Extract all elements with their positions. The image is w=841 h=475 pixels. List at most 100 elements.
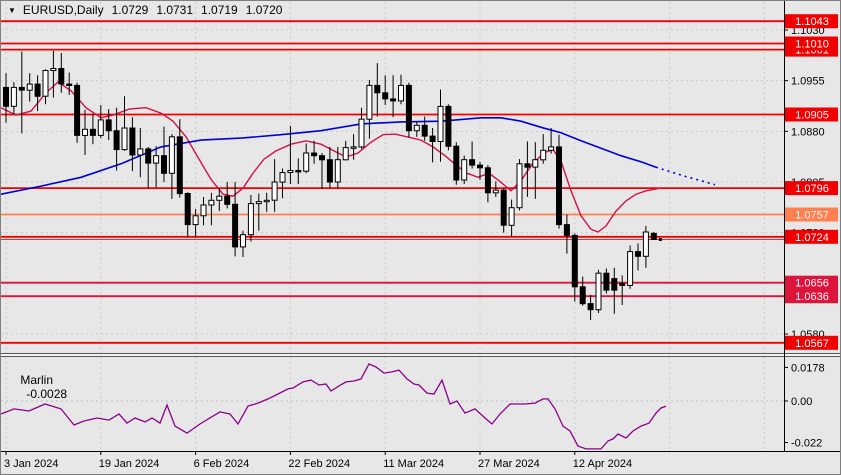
price-scale[interactable]: 1.10301.09551.08801.08051.07301.06551.05… <box>784 14 838 450</box>
candle-bear <box>184 193 191 226</box>
candle-bear <box>635 251 641 257</box>
candle-bull <box>342 147 349 161</box>
frame <box>1 1 840 452</box>
price-level-badge-label: 1.1010 <box>795 39 829 51</box>
candle-bear <box>556 146 562 226</box>
candle-bear <box>579 286 586 305</box>
candle-bear <box>105 119 112 132</box>
last-price-marker <box>658 238 662 241</box>
price-level-badge <box>785 335 838 350</box>
candle-bull <box>50 68 57 71</box>
candle-bear <box>89 128 96 136</box>
price-level-badge <box>785 36 838 51</box>
indicator-name: Marlin <box>20 373 54 387</box>
candle-bull <box>168 136 175 174</box>
indicator-tick-label: -0.022 <box>791 438 822 450</box>
price-level-badge <box>785 14 838 29</box>
candle-bull <box>240 234 246 248</box>
high-value: 1.0731 <box>156 3 194 17</box>
candle-bull <box>548 146 555 151</box>
candle-bull <box>137 148 144 156</box>
price-level-badge-label: 1.0796 <box>795 183 829 195</box>
candle-bull <box>208 199 215 206</box>
candle-bear <box>224 195 231 205</box>
candle-bull <box>413 124 420 132</box>
candle-bear <box>611 278 618 291</box>
grid <box>1 2 784 451</box>
candle-bear <box>484 167 491 194</box>
candle-bear <box>619 282 626 286</box>
candle-bull <box>192 215 199 226</box>
time-scale[interactable]: 3 Jan 2024 19 Jan 2024 6 Feb 2024 22 Feb 20… <box>4 451 632 470</box>
candle-bear <box>129 127 136 156</box>
candle-bear <box>524 163 531 168</box>
price-tick-label: 1.0880 <box>791 126 825 138</box>
price-level-badge-label: 1.0724 <box>795 232 829 244</box>
price-level-badge-label: 1.0567 <box>795 338 829 350</box>
candle-bear <box>500 189 507 226</box>
price-level-badge-label: 1.0757 <box>795 210 829 222</box>
candle-bull <box>642 231 649 257</box>
candle-bear <box>374 84 381 94</box>
price-level-badge <box>785 207 838 222</box>
price-level-badge-label: 1.1043 <box>795 16 829 28</box>
candle-bear <box>161 155 167 174</box>
candle-bear <box>469 159 476 166</box>
candle-bear <box>3 86 9 107</box>
open-value: 1.0729 <box>111 3 149 17</box>
candle-bear <box>58 68 65 85</box>
candle-bear <box>176 136 183 195</box>
candle-bear <box>326 159 333 183</box>
candle-bull <box>516 163 523 209</box>
candle-bear <box>382 92 389 100</box>
candle-bull <box>595 272 602 311</box>
date-label: 12 Apr 2024 <box>573 458 632 470</box>
candle-bull <box>279 172 286 183</box>
candle-bull <box>271 181 278 201</box>
date-label: 11 Mar 2024 <box>383 458 444 470</box>
candle-bull <box>42 70 49 97</box>
date-label: 22 Feb 2024 <box>288 458 350 470</box>
candle-bear <box>587 303 594 311</box>
marlin-line <box>1 363 667 450</box>
candle-bear <box>66 83 73 86</box>
date-label: 6 Feb 2024 <box>194 458 250 470</box>
close-value: 1.0720 <box>245 3 283 17</box>
indicator-tick-label: 0.0178 <box>791 362 825 374</box>
symbol-marker-icon: ▼ <box>8 5 16 15</box>
price-level-badge <box>785 181 838 196</box>
candle-bull <box>216 195 223 201</box>
ma-slow-blue-projection <box>655 166 716 186</box>
date-label: 19 Jan 2024 <box>99 458 160 470</box>
candle-bull <box>627 251 634 286</box>
candle-bear <box>405 84 412 132</box>
candle-bear <box>113 130 120 151</box>
candle-bull <box>350 146 357 149</box>
date-label: 3 Jan 2024 <box>4 458 58 470</box>
candle-bear <box>18 86 25 91</box>
candle-bull <box>10 86 17 107</box>
candle-bull <box>303 152 310 172</box>
candle-bull <box>492 189 499 194</box>
candle-bull <box>153 155 160 164</box>
candle-bull <box>247 203 254 236</box>
candle-bull <box>263 199 270 203</box>
candle-bull <box>532 159 539 168</box>
price-level-badge <box>785 229 838 244</box>
date-label: 27 Mar 2024 <box>478 458 540 470</box>
candle-bull <box>82 128 88 136</box>
low-value: 1.0719 <box>201 3 238 17</box>
candle-bear <box>477 164 483 169</box>
candle-bear <box>429 135 436 143</box>
candle-bear <box>232 203 239 248</box>
candle-bear <box>295 170 302 173</box>
price-levels <box>1 20 784 344</box>
candle-bear <box>571 234 578 288</box>
price-level-badge <box>785 275 838 290</box>
candles <box>3 50 662 320</box>
candle-bear <box>445 105 452 147</box>
candle-bull <box>287 170 294 173</box>
candle-bull <box>398 84 404 102</box>
